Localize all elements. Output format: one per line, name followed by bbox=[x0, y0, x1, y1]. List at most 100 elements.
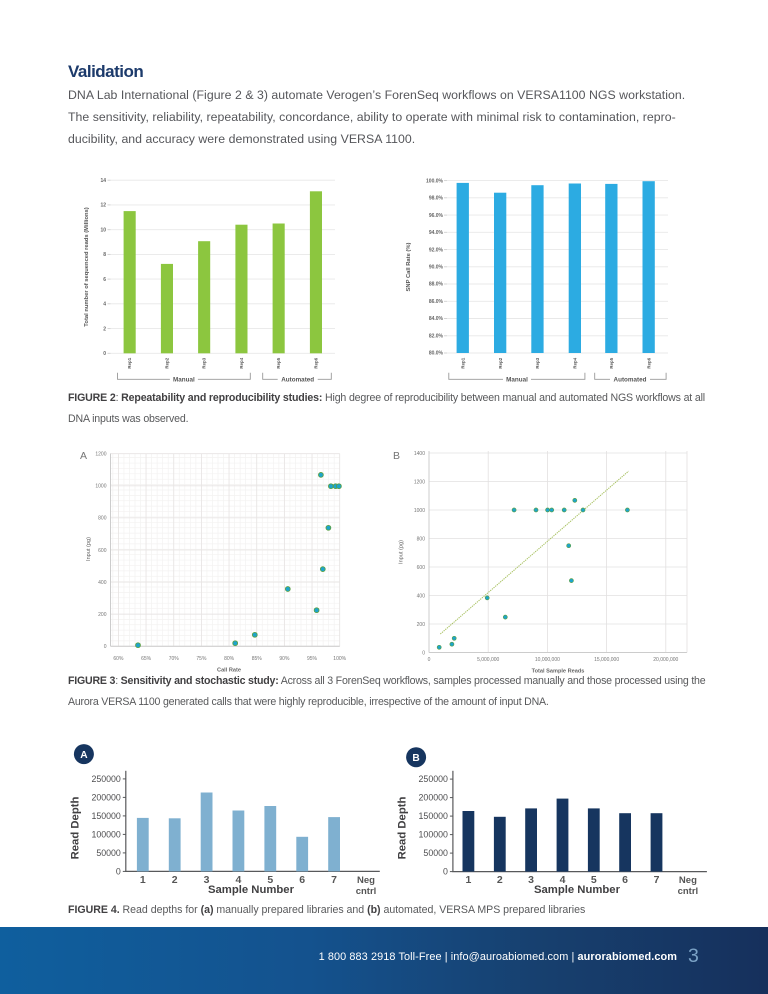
svg-text:6: 6 bbox=[103, 277, 106, 283]
svg-text:4: 4 bbox=[560, 874, 566, 886]
svg-text:1200: 1200 bbox=[414, 479, 425, 485]
svg-text:88.0%: 88.0% bbox=[429, 282, 444, 288]
svg-text:6: 6 bbox=[299, 874, 305, 886]
svg-text:400: 400 bbox=[417, 593, 426, 599]
svg-text:0: 0 bbox=[104, 644, 107, 650]
svg-text:Call Rate: Call Rate bbox=[217, 668, 241, 674]
svg-text:50000: 50000 bbox=[423, 848, 448, 858]
svg-text:800: 800 bbox=[417, 536, 426, 542]
svg-text:1: 1 bbox=[465, 874, 471, 886]
svg-text:4: 4 bbox=[235, 874, 241, 886]
svg-text:82.0%: 82.0% bbox=[429, 334, 444, 340]
svg-text:Rep2: Rep2 bbox=[165, 357, 170, 368]
svg-text:A: A bbox=[80, 750, 88, 761]
svg-text:B: B bbox=[393, 450, 400, 462]
svg-text:600: 600 bbox=[98, 548, 107, 554]
svg-text:0: 0 bbox=[428, 657, 431, 663]
svg-text:Rep1: Rep1 bbox=[460, 357, 465, 368]
svg-text:Rep2: Rep2 bbox=[498, 357, 503, 368]
svg-text:7: 7 bbox=[654, 874, 660, 886]
svg-text:Total Sample Reads: Total Sample Reads bbox=[532, 669, 585, 675]
svg-text:8: 8 bbox=[103, 252, 106, 258]
svg-text:Manual: Manual bbox=[173, 377, 195, 384]
svg-text:Rep1: Rep1 bbox=[127, 357, 132, 368]
svg-text:Automated: Automated bbox=[281, 377, 314, 384]
svg-text:200: 200 bbox=[98, 612, 107, 618]
svg-text:75%: 75% bbox=[196, 656, 207, 662]
svg-text:Total number of sequenced read: Total number of sequenced reads (Million… bbox=[84, 207, 90, 326]
svg-text:50000: 50000 bbox=[96, 848, 121, 858]
svg-text:Rep3: Rep3 bbox=[535, 357, 540, 368]
svg-text:80%: 80% bbox=[224, 656, 235, 662]
svg-text:A: A bbox=[80, 450, 87, 462]
svg-text:70%: 70% bbox=[169, 656, 180, 662]
svg-text:98.0%: 98.0% bbox=[429, 196, 444, 202]
svg-text:90.0%: 90.0% bbox=[429, 265, 444, 271]
svg-text:Sample Number: Sample Number bbox=[208, 884, 295, 896]
svg-text:Manual: Manual bbox=[506, 377, 528, 384]
svg-text:2: 2 bbox=[172, 874, 178, 886]
svg-text:1000: 1000 bbox=[414, 508, 425, 514]
svg-text:94.0%: 94.0% bbox=[429, 230, 444, 236]
svg-text:cntrl: cntrl bbox=[678, 886, 699, 897]
svg-text:Input (pg): Input (pg) bbox=[86, 537, 92, 561]
svg-text:3: 3 bbox=[528, 874, 534, 886]
svg-text:100000: 100000 bbox=[419, 830, 448, 840]
svg-text:Rep5: Rep5 bbox=[276, 357, 281, 368]
svg-text:Neg: Neg bbox=[679, 875, 697, 886]
svg-text:Rep5: Rep5 bbox=[609, 357, 614, 368]
svg-text:Rep4: Rep4 bbox=[573, 357, 578, 368]
svg-text:2: 2 bbox=[103, 326, 106, 332]
svg-text:Neg: Neg bbox=[357, 875, 375, 886]
svg-text:SNP Call Rate (%): SNP Call Rate (%) bbox=[406, 243, 412, 292]
svg-text:1000: 1000 bbox=[95, 484, 106, 490]
svg-text:800: 800 bbox=[98, 516, 107, 522]
svg-text:0: 0 bbox=[103, 351, 106, 357]
svg-text:250000: 250000 bbox=[419, 774, 448, 784]
svg-text:85%: 85% bbox=[252, 656, 263, 662]
svg-text:3: 3 bbox=[204, 874, 210, 886]
svg-text:7: 7 bbox=[331, 874, 337, 886]
svg-text:92.0%: 92.0% bbox=[429, 247, 444, 253]
svg-text:60%: 60% bbox=[113, 656, 124, 662]
svg-text:14: 14 bbox=[100, 178, 106, 184]
svg-text:65%: 65% bbox=[141, 656, 152, 662]
svg-text:5: 5 bbox=[591, 874, 597, 886]
svg-text:1200: 1200 bbox=[95, 452, 106, 458]
svg-text:100%: 100% bbox=[333, 656, 346, 662]
svg-text:100.0%: 100.0% bbox=[426, 178, 444, 184]
svg-text:200: 200 bbox=[417, 622, 426, 628]
svg-text:400: 400 bbox=[98, 580, 107, 586]
svg-text:86.0%: 86.0% bbox=[429, 299, 444, 305]
svg-text:Input (pg): Input (pg) bbox=[398, 540, 404, 564]
svg-text:12: 12 bbox=[100, 203, 106, 209]
svg-text:1: 1 bbox=[140, 874, 146, 886]
svg-text:1400: 1400 bbox=[414, 451, 425, 457]
svg-text:Rep6: Rep6 bbox=[646, 357, 651, 368]
svg-text:B: B bbox=[412, 753, 419, 764]
svg-text:Automated: Automated bbox=[614, 377, 647, 384]
svg-text:80.0%: 80.0% bbox=[429, 351, 444, 357]
svg-text:0: 0 bbox=[116, 866, 121, 876]
svg-text:Read Depth: Read Depth bbox=[397, 797, 409, 860]
svg-text:Rep6: Rep6 bbox=[314, 357, 319, 368]
svg-text:600: 600 bbox=[417, 565, 426, 571]
svg-text:2: 2 bbox=[497, 874, 503, 886]
svg-text:96.0%: 96.0% bbox=[429, 213, 444, 219]
svg-text:84.0%: 84.0% bbox=[429, 316, 444, 322]
svg-text:0: 0 bbox=[422, 650, 425, 656]
svg-text:200000: 200000 bbox=[419, 793, 448, 803]
svg-text:Rep4: Rep4 bbox=[239, 357, 244, 368]
svg-text:5: 5 bbox=[267, 874, 273, 886]
svg-text:10,000,000: 10,000,000 bbox=[535, 657, 560, 663]
svg-text:15,000,000: 15,000,000 bbox=[594, 657, 619, 663]
svg-text:150000: 150000 bbox=[91, 811, 120, 821]
svg-text:95%: 95% bbox=[307, 656, 318, 662]
svg-text:20,000,000: 20,000,000 bbox=[653, 657, 678, 663]
svg-text:0: 0 bbox=[443, 867, 448, 877]
svg-text:6: 6 bbox=[622, 874, 628, 886]
svg-text:Sample Number: Sample Number bbox=[534, 884, 621, 896]
svg-text:10: 10 bbox=[100, 227, 106, 233]
svg-text:4: 4 bbox=[103, 302, 106, 308]
svg-text:100000: 100000 bbox=[91, 829, 120, 839]
